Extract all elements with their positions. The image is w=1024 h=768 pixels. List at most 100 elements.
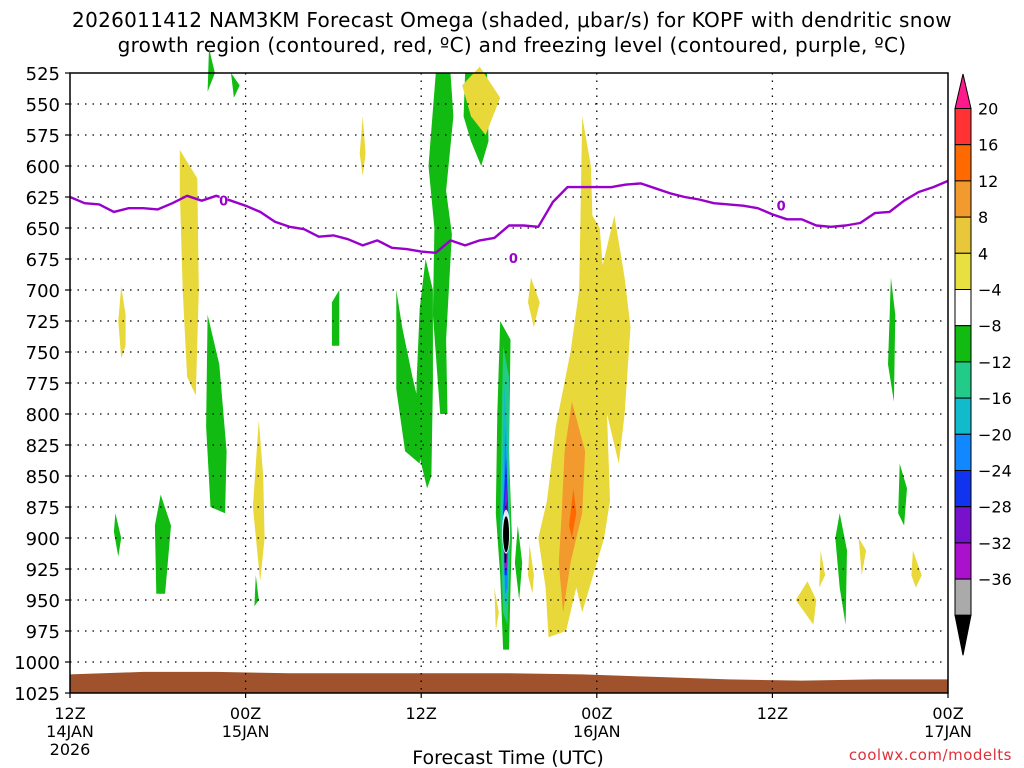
freezing-label-bg-0 — [219, 193, 228, 207]
x-tick-date-12: 15JAN — [222, 722, 270, 741]
freezing-level-line — [69, 179, 949, 254]
y-tick-label-675: 675 — [26, 250, 60, 271]
omega-colorbar: 20 16 12 8 4 −4 −8 −12 −16 −20 −24 −28 −32 −36 — [954, 73, 1012, 656]
omega-region-9 — [252, 420, 265, 582]
x-tick-date-36: 16JAN — [573, 722, 621, 741]
colorbar-label-0: 20 — [978, 100, 998, 119]
omega-region-8 — [254, 575, 259, 607]
colorbar-label-1: 16 — [978, 136, 998, 155]
omega-region-13 — [428, 73, 454, 414]
omega-region-17 — [494, 587, 499, 631]
omega-core-max — [503, 516, 510, 553]
x-axis-label: Forecast Time (UTC) — [412, 747, 603, 768]
colorbar-label-10: −24 — [978, 462, 1012, 481]
y-tick-label-875: 875 — [26, 498, 60, 519]
colorbar-bin-12 — [954, 506, 972, 544]
y-tick-label-750: 750 — [26, 343, 60, 364]
colorbar-bin-9 — [954, 397, 972, 435]
colorbar-bin-14 — [954, 578, 972, 616]
colorbar-bin-10 — [954, 433, 972, 471]
y-tick-label-825: 825 — [26, 436, 60, 457]
x-tick-time-48: 12Z — [757, 704, 788, 723]
omega-region-7 — [231, 73, 240, 98]
x-tick-time-24: 12Z — [406, 704, 437, 723]
y-tick-label-850: 850 — [26, 467, 60, 488]
colorbar-bin-13 — [954, 542, 972, 580]
y-tick-label-975: 975 — [26, 622, 60, 643]
freezing-label-bg-2 — [777, 198, 786, 212]
y-tick-label-1025: 1025 — [14, 684, 60, 705]
x-tick-date-60: 17JAN — [924, 722, 972, 741]
omega-region-0 — [179, 149, 199, 396]
colorbar-label-6: −8 — [978, 317, 1002, 336]
colorbar-bin-5 — [954, 252, 972, 291]
x-tick-time-12: 00Z — [230, 704, 261, 723]
ground-layer — [70, 671, 948, 693]
colorbar-bin-3 — [954, 180, 972, 218]
omega-region-3 — [206, 314, 227, 514]
site-credit[interactable]: coolwx.com/modelts — [848, 746, 1012, 764]
colorbar-bin-11 — [954, 470, 972, 508]
x-tick-time-0: 12Z — [54, 704, 85, 723]
colorbar-label-3: 8 — [978, 208, 988, 227]
y-tick-label-800: 800 — [26, 405, 60, 426]
omega-region-2 — [359, 116, 366, 176]
omega-region-34 — [888, 277, 896, 402]
y-tick-label-550: 550 — [26, 95, 60, 116]
omega-region-30 — [795, 581, 817, 625]
omega-region-4 — [113, 513, 122, 557]
y-tick-label-700: 700 — [26, 281, 60, 302]
omega-region-10 — [331, 290, 340, 346]
y-tick-label-900: 900 — [26, 529, 60, 550]
y-tick-label-1000: 1000 — [14, 653, 60, 674]
omega-region-6 — [207, 48, 215, 92]
omega-region-35 — [898, 463, 907, 526]
y-tick-label-775: 775 — [26, 374, 60, 395]
freezing-contour-label-1: 0 — [509, 252, 518, 267]
colorbar-label-12: −32 — [978, 534, 1012, 553]
colorbar-label-8: −16 — [978, 389, 1012, 408]
freezing-contour-label-2: 0 — [777, 200, 786, 215]
freezing-label-bg-1 — [509, 250, 518, 264]
omega-region-25 — [528, 544, 534, 594]
ground-surface — [70, 671, 948, 693]
colorbar-label-9: −20 — [978, 425, 1012, 444]
colorbar-label-7: −12 — [978, 353, 1012, 372]
omega-region-27 — [538, 116, 631, 638]
omega-region-26 — [514, 525, 523, 600]
omega-region-15 — [462, 66, 501, 135]
omega-region-24 — [528, 277, 540, 328]
y-tick-label-525: 525 — [26, 64, 60, 85]
x-tick-time-36: 00Z — [581, 704, 612, 723]
y-tick-label-600: 600 — [26, 157, 60, 178]
colorbar-label-5: −4 — [978, 281, 1002, 300]
colorbar-label-11: −28 — [978, 498, 1012, 517]
pressure-axis: 525 550 575 600 625 650 675 700 725 750 775 800 825 8… — [14, 64, 70, 705]
y-tick-label-950: 950 — [26, 591, 60, 612]
chart-title-line-1: 2026011412 NAM3KM Forecast Omega (shaded… — [72, 8, 952, 32]
colorbar-bottom-arrow — [954, 614, 972, 656]
freezing-level-layer: 0 0 0 — [69, 179, 949, 267]
x-tick-date-0: 14JAN — [46, 722, 94, 741]
colorbar-bin-2 — [954, 144, 972, 182]
omega-region-33 — [858, 538, 867, 576]
colorbar-top-arrow — [954, 73, 972, 109]
freezing-contour-label-0: 0 — [219, 195, 228, 210]
omega-region-1 — [118, 286, 126, 359]
y-tick-label-625: 625 — [26, 188, 60, 209]
x-tick-year-0: 2026 — [50, 740, 91, 759]
chart-title-line-2: growth region (contoured, red, ºC) and f… — [117, 33, 907, 57]
colorbar-label-4: 4 — [978, 244, 988, 263]
colorbar-label-2: 12 — [978, 172, 998, 191]
omega-region-29 — [569, 488, 577, 538]
y-tick-label-650: 650 — [26, 219, 60, 240]
omega-region-36 — [911, 550, 922, 588]
colorbar-label-13: −36 — [978, 570, 1012, 589]
colorbar-bin-7 — [954, 325, 972, 363]
colorbar-bin-4 — [954, 216, 972, 254]
y-tick-label-925: 925 — [26, 560, 60, 581]
x-tick-time-60: 00Z — [932, 704, 963, 723]
omega-region-12 — [415, 259, 433, 489]
